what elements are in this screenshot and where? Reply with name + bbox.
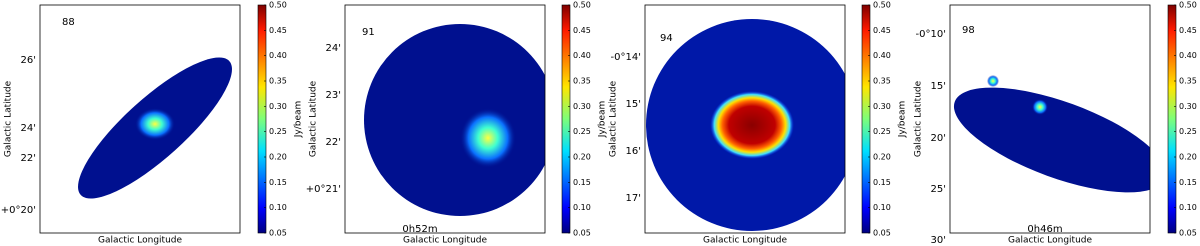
x-tick-label: 0h46m — [1027, 224, 1062, 235]
colorbar-tick-label: 0.30 — [573, 102, 591, 111]
colorbar-tick-label: 0.10 — [573, 203, 591, 212]
colorbar-tick-label: 0.45 — [573, 26, 591, 35]
colorbar-tick-label: 0.05 — [269, 229, 287, 238]
y-axis-label: Galactic Latitude — [914, 80, 924, 157]
image — [953, 75, 1150, 193]
colorbar-tick-label: 0.35 — [573, 77, 591, 86]
axes-frame — [644, 4, 846, 234]
colorbar-tick-label: 0.50 — [873, 1, 891, 10]
y-tick-label: +0°20' — [1, 205, 36, 216]
colorbar-tick-label: 0.05 — [1179, 229, 1197, 238]
axes-frame — [949, 4, 1151, 234]
colorbar-tick-label: 0.15 — [1179, 178, 1197, 187]
y-tick-label: 24' — [21, 123, 36, 134]
y-tick-label: 26' — [21, 55, 36, 66]
y-tick-label: -0°10' — [916, 29, 946, 40]
x-axis-label: Galactic Longitude — [98, 236, 183, 246]
colorbar-tick-label: 0.25 — [1179, 127, 1197, 136]
colorbar-tick-label: 0.30 — [1179, 102, 1197, 111]
colorbar-label: Jy/beam — [598, 101, 608, 139]
y-tick-label: 22' — [326, 137, 341, 148]
y-tick-label: 22' — [21, 153, 36, 164]
colorbar-tick-label: 0.05 — [873, 229, 891, 238]
y-tick-label: 30' — [931, 235, 946, 246]
colorbar — [1167, 4, 1177, 234]
y-axis-label: Galactic Latitude — [4, 80, 14, 157]
y-tick-label: 23' — [326, 90, 341, 101]
y-tick-label: 25' — [931, 184, 946, 195]
colorbar-label: Jy/beam — [294, 101, 304, 139]
colorbar-tick-label: 0.25 — [269, 127, 287, 136]
colorbar-tick-label: 0.15 — [269, 178, 287, 187]
colorbar-tick-label: 0.15 — [873, 178, 891, 187]
x-axis-label: Galactic Longitude — [703, 236, 788, 246]
colorbar-tick-label: 0.50 — [269, 1, 287, 10]
image — [78, 57, 232, 199]
colorbar-tick-label: 0.50 — [1179, 1, 1197, 10]
y-tick-label: 24' — [326, 43, 341, 54]
y-axis-label: Galactic Latitude — [609, 80, 619, 157]
image — [646, 19, 845, 231]
colorbar-tick-label: 0.20 — [269, 153, 287, 162]
colorbar-tick-label: 0.20 — [1179, 153, 1197, 162]
colorbar-tick-label: 0.10 — [873, 203, 891, 212]
panel-label: 91 — [362, 27, 375, 38]
y-axis-label: Galactic Latitude — [309, 80, 319, 157]
colorbar — [861, 4, 871, 234]
colorbar-tick-label: 0.45 — [269, 26, 287, 35]
colorbar-tick-label: 0.15 — [573, 178, 591, 187]
colorbar-tick-label: 0.30 — [873, 102, 891, 111]
colorbar-tick-label: 0.25 — [873, 127, 891, 136]
axes-frame — [39, 4, 241, 234]
colorbar-tick-label: 0.35 — [269, 77, 287, 86]
colorbar-tick-label: 0.20 — [573, 153, 591, 162]
colorbar-tick-label: 0.10 — [269, 203, 287, 212]
y-tick-label: 20' — [931, 133, 946, 144]
colorbar-tick-label: 0.40 — [1179, 51, 1197, 60]
y-tick-label: -0°14' — [611, 52, 641, 63]
colorbar — [257, 4, 267, 234]
colorbar-tick-label: 0.40 — [873, 51, 891, 60]
colorbar-tick-label: 0.40 — [573, 51, 591, 60]
panel-label: 88 — [62, 17, 75, 28]
colorbar-tick-label: 0.40 — [269, 51, 287, 60]
colorbar-tick-label: 0.10 — [1179, 203, 1197, 212]
colorbar-tick-label: 0.35 — [873, 77, 891, 86]
colorbar-tick-label: 0.50 — [573, 1, 591, 10]
panel-label: 94 — [660, 33, 673, 44]
colorbar-tick-label: 0.45 — [873, 26, 891, 35]
x-axis-label: Galactic Longitude — [1008, 236, 1093, 246]
x-axis-label: Galactic Longitude — [403, 236, 488, 246]
y-tick-label: 15' — [931, 81, 946, 92]
y-tick-label: 16' — [626, 146, 641, 157]
colorbar-tick-label: 0.20 — [873, 153, 891, 162]
axes-frame — [344, 4, 546, 234]
colorbar-tick-label: 0.30 — [269, 102, 287, 111]
y-tick-label: +0°21' — [306, 184, 341, 195]
x-tick-label: 0h52m — [402, 224, 437, 235]
image — [364, 24, 545, 216]
colorbar-label: Jy/beam — [898, 101, 908, 139]
colorbar-tick-label: 0.25 — [573, 127, 591, 136]
y-tick-label: 15' — [626, 99, 641, 110]
colorbar-tick-label: 0.35 — [1179, 77, 1197, 86]
colorbar — [561, 4, 571, 234]
panel-label: 98 — [962, 25, 975, 36]
colorbar-tick-label: 0.45 — [1179, 26, 1197, 35]
colorbar-tick-label: 0.05 — [573, 229, 591, 238]
y-tick-label: 17' — [626, 193, 641, 204]
